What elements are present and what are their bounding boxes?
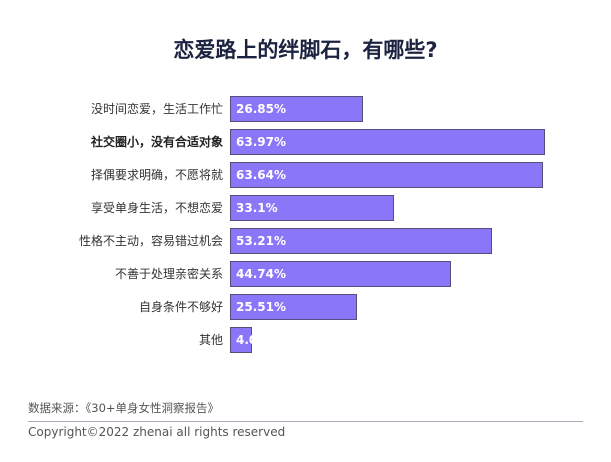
bar bbox=[230, 195, 394, 221]
value-label: 53.21% bbox=[236, 234, 286, 248]
bar bbox=[230, 327, 252, 353]
category-label: 社交圈小，没有合适对象 bbox=[90, 135, 223, 149]
bar bbox=[230, 129, 545, 155]
category-label: 自身条件不够好 bbox=[138, 300, 223, 314]
value-label: 63.97% bbox=[236, 135, 286, 149]
bar bbox=[230, 96, 364, 122]
category-label: 享受单身生活，不想恋爱 bbox=[90, 201, 223, 215]
copyright: Copyright©2022 zhenai all rights reserve… bbox=[28, 425, 286, 439]
value-label: 63.64% bbox=[236, 168, 286, 182]
data-source: 数据来源：《30+单身女性洞察报告》 bbox=[28, 401, 220, 415]
bar bbox=[230, 162, 544, 188]
value-label: 33.1% bbox=[236, 201, 278, 215]
category-label: 择偶要求明确，不愿将就 bbox=[90, 168, 223, 182]
value-label: 25.51% bbox=[236, 300, 286, 314]
bar bbox=[230, 294, 357, 320]
value-label: 44.74% bbox=[236, 267, 286, 281]
value-label: 4.07% bbox=[236, 333, 278, 347]
category-label: 不善于处理亲密关系 bbox=[114, 267, 223, 281]
category-label: 没时间恋爱，生活工作忙 bbox=[90, 102, 223, 116]
divider bbox=[28, 421, 583, 422]
bar bbox=[230, 228, 493, 254]
category-label: 其他 bbox=[198, 333, 223, 347]
value-label: 26.85% bbox=[236, 102, 286, 116]
chart-title: 恋爱路上的绊脚石，有哪些? bbox=[173, 38, 438, 62]
category-label: 性格不主动，容易错过机会 bbox=[78, 234, 223, 248]
bar bbox=[230, 261, 451, 287]
